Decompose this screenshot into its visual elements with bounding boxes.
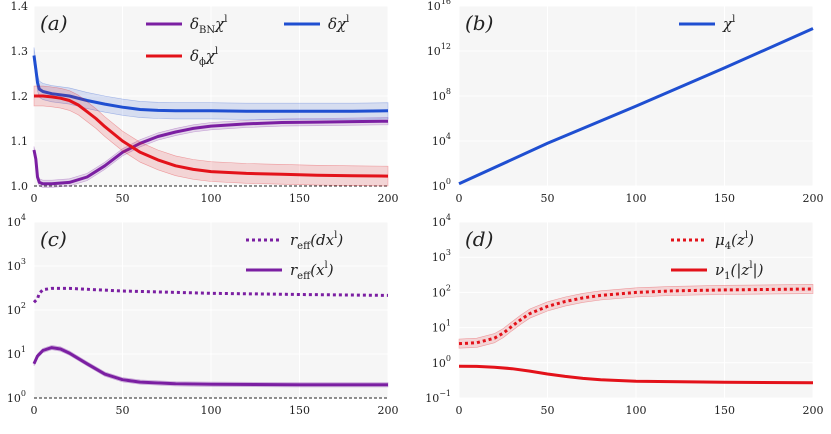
x-tick-label: 100 [201, 404, 222, 417]
legend-label-r_eff(dx^l): reff(dxl) [290, 230, 343, 252]
panel-d: 10−1 100 101 102 103 104 0 50 100 150 200 (d) μ4(zl)… [425, 213, 823, 417]
series-line-r_eff(dx^l) [32, 286, 389, 304]
band-delta chi^l [33, 47, 389, 120]
y-tick-label: 103 [432, 248, 451, 264]
y-tick-label: 108 [432, 87, 451, 103]
legend: δBNχl δχl δϕχl [146, 14, 349, 68]
panel-label: (b) [465, 11, 493, 35]
x-tick-label: 0 [456, 404, 463, 417]
y-tick-label: 1.3 [11, 45, 29, 58]
legend: χl [679, 14, 735, 33]
series-line-nu_1(|z^l|) [458, 364, 814, 385]
legend-label-nu_1(|z^l|): ν1(|zl|) [715, 260, 764, 282]
series-line-delta_phi chi^l [34, 94, 389, 178]
y-tick-label: 1012 [427, 42, 451, 58]
series-line-chi^l [458, 27, 814, 186]
band-r_eff(x^l) [33, 345, 389, 388]
y-tick-label: 1.2 [11, 90, 29, 103]
band-mu_4(z^l) [458, 284, 814, 349]
x-tick-label: 50 [541, 404, 555, 417]
y-tick-label: 1.4 [11, 0, 29, 13]
y-tick-label: 100 [432, 177, 451, 193]
series-line-mu_4(z^l) [458, 287, 814, 346]
x-tick-label: 200 [378, 192, 399, 205]
y-tick-label: 103 [7, 257, 26, 273]
y-tick-label: 101 [7, 345, 26, 361]
legend-label-delta_BN chi^l: δBNχl [190, 14, 227, 36]
x-tick-label: 200 [803, 404, 824, 417]
legend-label-mu_4(z^l): μ4(zl) [715, 230, 754, 252]
y-tick-label: 1.0 [11, 180, 29, 193]
x-tick-label: 100 [626, 404, 647, 417]
legend: reff(dxl) reff(xl) [246, 230, 343, 282]
y-tick-label: 10−1 [425, 389, 451, 405]
y-tick-label: 101 [432, 319, 451, 335]
legend-label-chi^l: χl [722, 14, 735, 33]
legend-label-delta_phi chi^l: δϕχl [190, 46, 218, 68]
y-tick-label: 104 [432, 213, 451, 229]
x-tick-label: 200 [378, 404, 399, 417]
x-tick-label: 50 [541, 192, 555, 205]
y-tick-label: 100 [432, 354, 451, 370]
panel-label: (a) [40, 11, 68, 35]
x-tick-label: 50 [116, 404, 130, 417]
y-tick-label: 102 [432, 283, 451, 299]
y-tick-label: 100 [7, 389, 26, 405]
x-tick-label: 150 [714, 404, 735, 417]
x-tick-label: 0 [31, 404, 38, 417]
y-tick-label: 104 [432, 132, 451, 148]
panel-b: 100 104 108 1012 1016 0 50 100 150 200 (b) χl [427, 0, 824, 205]
series-line-delta chi^l [32, 55, 389, 113]
y-tick-label: 102 [7, 301, 26, 317]
x-tick-label: 0 [456, 192, 463, 205]
x-tick-label: 150 [289, 404, 310, 417]
x-tick-label: 200 [803, 192, 824, 205]
legend: μ4(zl) ν1(|zl|) [671, 230, 764, 282]
legend-label-r_eff(x^l): reff(xl) [290, 260, 334, 282]
panel-a: 1.0 1.1 1.2 1.3 1.4 0 50 100 150 200 (a) δBNχl δχl δϕ… [11, 0, 399, 205]
x-tick-label: 100 [201, 192, 222, 205]
x-tick-label: 50 [116, 192, 130, 205]
panel-label: (d) [465, 227, 493, 251]
x-tick-label: 100 [626, 192, 647, 205]
band-delta_BN chi^l [33, 117, 389, 188]
panel-label: (c) [40, 227, 67, 251]
y-tick-label: 1.1 [11, 135, 29, 148]
y-tick-label: 1016 [427, 0, 451, 13]
x-tick-label: 150 [714, 192, 735, 205]
series-line-r_eff(x^l) [32, 346, 388, 387]
y-tick-label: 104 [7, 213, 26, 229]
x-tick-label: 0 [31, 192, 38, 205]
x-tick-label: 150 [289, 192, 310, 205]
legend-label-delta chi^l: δχl [328, 14, 349, 33]
